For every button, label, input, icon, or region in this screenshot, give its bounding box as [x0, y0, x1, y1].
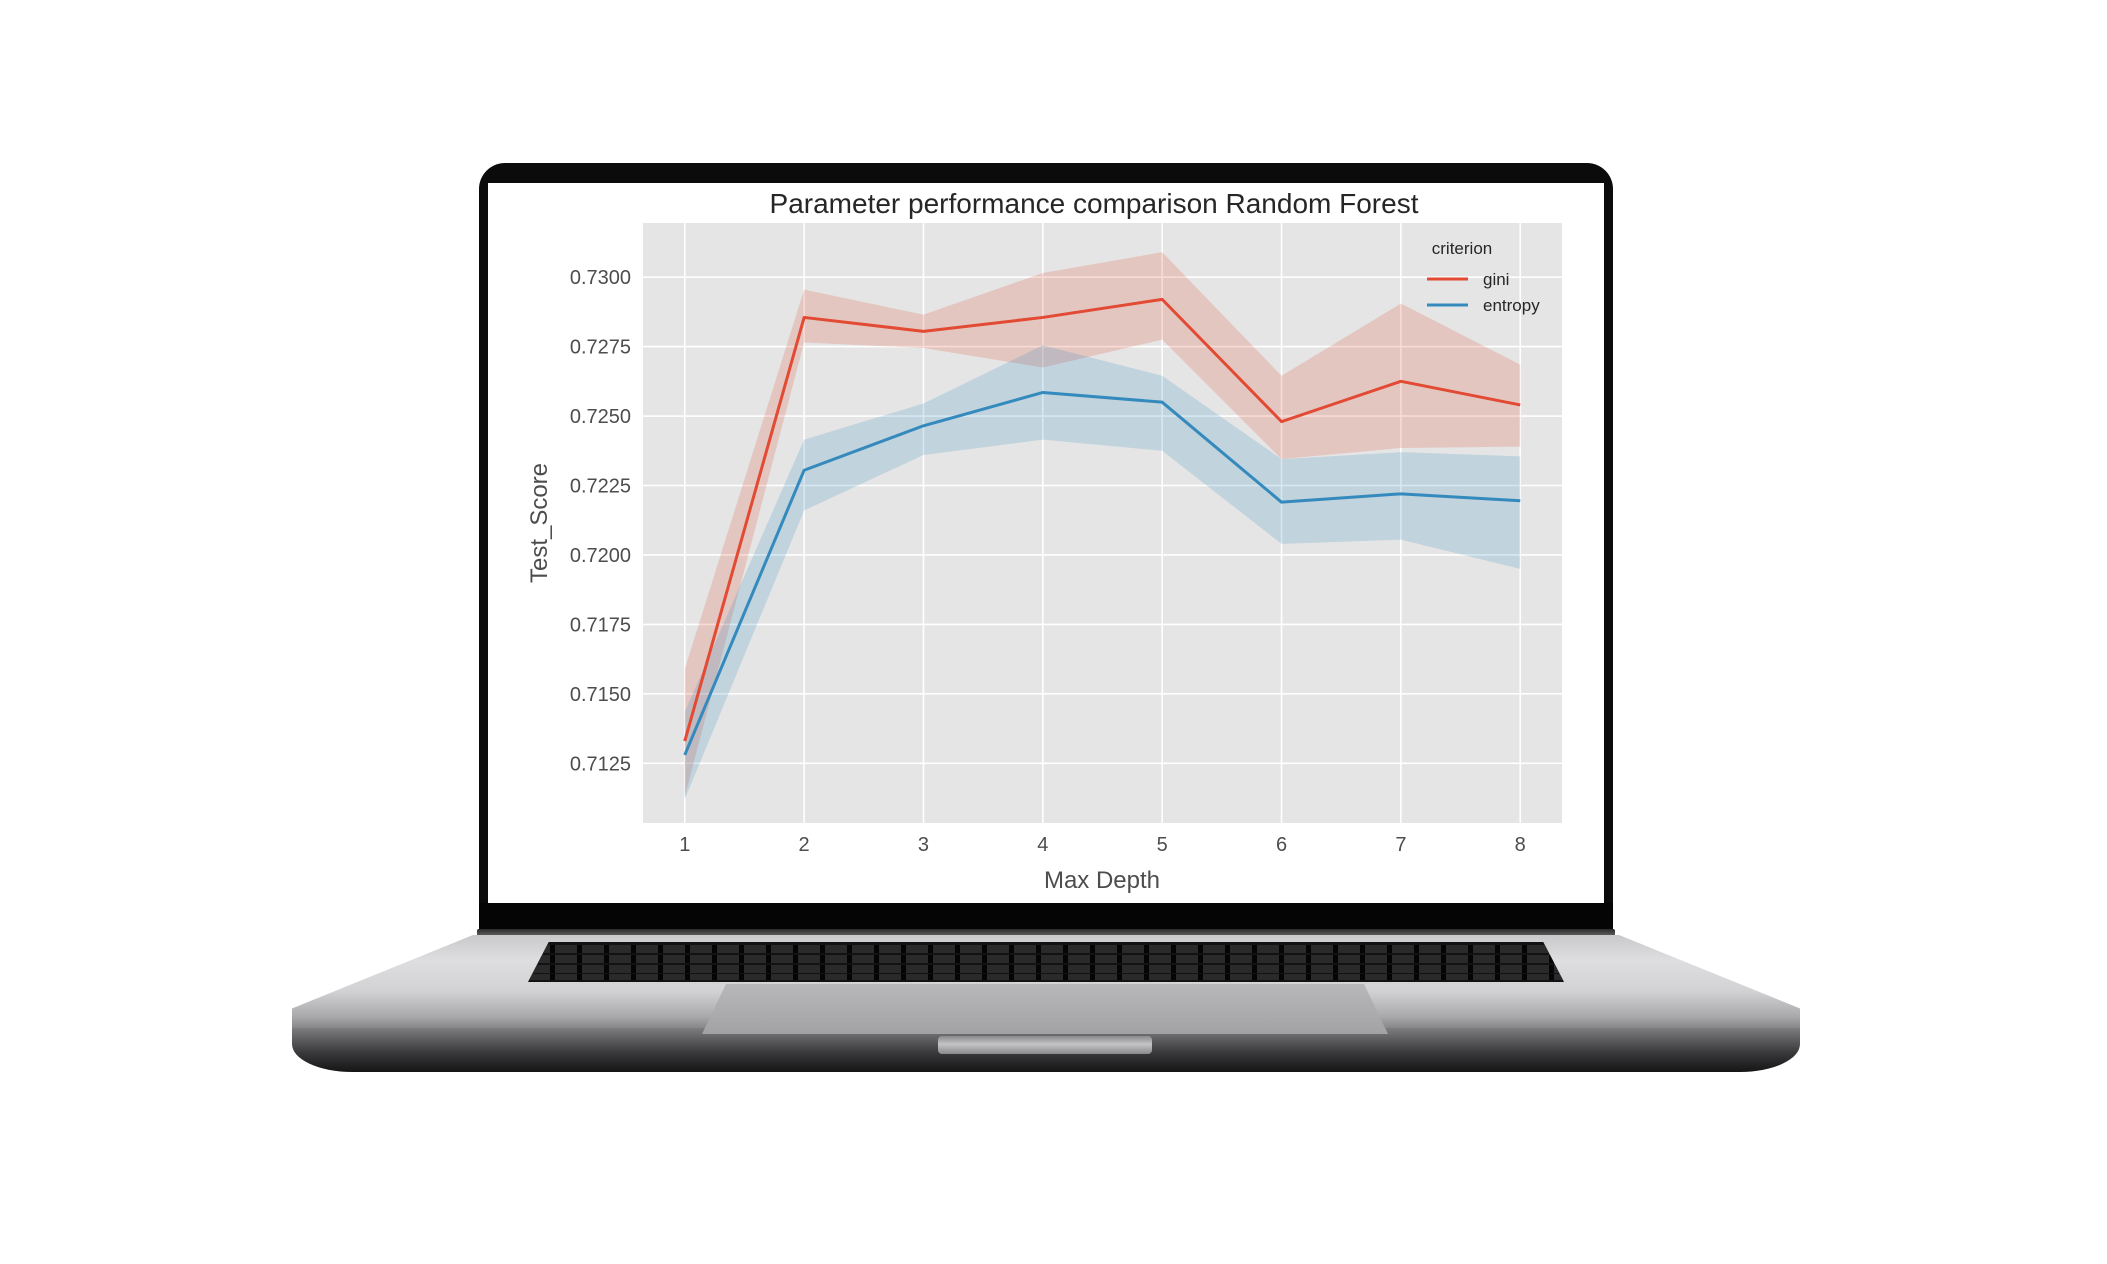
- confidence-band-entropy: [684, 345, 1521, 800]
- legend: criterion gini entropy: [1427, 239, 1540, 315]
- y-tick-label: 0.7275: [570, 337, 631, 359]
- laptop-keyboard: [528, 942, 1564, 982]
- series-line-gini: [683, 297, 1521, 742]
- x-axis-label: Max Depth: [1044, 867, 1160, 894]
- laptop-hinge: [477, 929, 1615, 937]
- series-lines: [683, 297, 1521, 756]
- x-tick-label: 6: [1276, 834, 1287, 856]
- y-tick-labels: 0.7125 0.7150 0.7175 0.7200 0.7225 0.7250 0.72…: [570, 267, 631, 775]
- x-tick-label: 1: [679, 834, 690, 856]
- laptop-front-notch: [938, 1036, 1152, 1054]
- x-tick-label: 5: [1157, 834, 1168, 856]
- y-tick-label: 0.7250: [570, 406, 631, 428]
- x-tick-label: 3: [918, 834, 929, 856]
- x-tick-label: 4: [1037, 834, 1048, 856]
- y-axis-label: Test_Score: [526, 463, 553, 583]
- chart: 0.7125 0.7150 0.7175 0.7200 0.7225 0.7250 0.72…: [526, 188, 1562, 894]
- y-tick-label: 0.7300: [570, 267, 631, 289]
- y-tick-label: 0.7125: [570, 753, 631, 775]
- x-tick-labels: 1 2 3 4 5 6 7 8: [679, 834, 1526, 856]
- series-line-entropy: [683, 390, 1521, 756]
- confidence-bands: [684, 252, 1521, 800]
- plot-area: [643, 223, 1562, 823]
- y-tick-label: 0.7150: [570, 684, 631, 706]
- legend-label-entropy: entropy: [1483, 296, 1540, 315]
- y-tick-label: 0.7175: [570, 614, 631, 636]
- laptop-trackpad: [702, 984, 1388, 1034]
- x-tick-label: 7: [1395, 834, 1406, 856]
- x-tick-label: 8: [1515, 834, 1526, 856]
- y-tick-label: 0.7225: [570, 476, 631, 498]
- laptop-screen: 0.7125 0.7150 0.7175 0.7200 0.7225 0.7250 0.72…: [488, 183, 1604, 903]
- y-tick-label: 0.7200: [570, 545, 631, 567]
- legend-title: criterion: [1432, 239, 1492, 258]
- grid-lines: [643, 223, 1562, 823]
- confidence-band-gini: [684, 252, 1521, 797]
- laptop-screen-bezel: [479, 903, 1613, 933]
- x-tick-label: 2: [799, 834, 810, 856]
- chart-title: Parameter performance comparison Random …: [770, 188, 1419, 219]
- legend-label-gini: gini: [1483, 270, 1509, 289]
